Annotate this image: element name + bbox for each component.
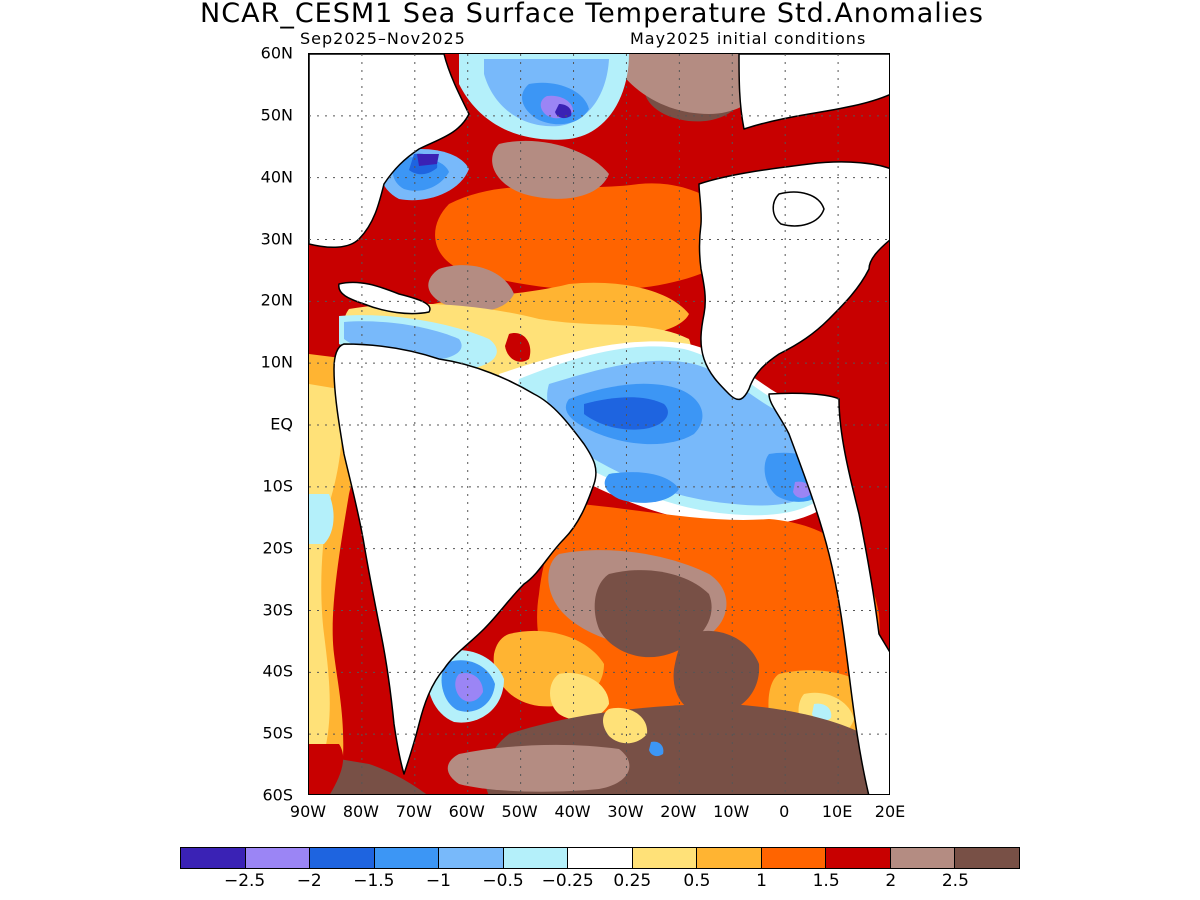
- africa-south-land: [768, 392, 889, 794]
- anomaly-region: [604, 472, 679, 503]
- latitude-label: 50N: [260, 105, 293, 125]
- longitude-label: 30W: [607, 802, 644, 821]
- anomaly-region: [812, 703, 832, 722]
- colorbar-swatch: [310, 848, 375, 868]
- anomaly-region: [555, 104, 572, 119]
- colorbar-swatch: [374, 848, 440, 868]
- latitude-label: 20N: [260, 290, 293, 310]
- colorbar-swatch: [439, 848, 504, 868]
- longitude-label: 50W: [501, 802, 538, 821]
- colorbar-label: 0.25: [613, 871, 652, 891]
- longitude-label: 40W: [554, 802, 591, 821]
- anomaly-region: [417, 154, 439, 166]
- latitude-label: EQ: [270, 414, 293, 434]
- colorbar-swatch: [890, 848, 956, 868]
- longitude-label: 10W: [713, 802, 750, 821]
- colorbar-swatch: [955, 848, 1019, 868]
- anomaly-region: [793, 481, 812, 498]
- colorbar-label: 0.5: [683, 871, 711, 891]
- colorbar-label: 1: [756, 871, 767, 891]
- colorbar-label: 2: [885, 871, 897, 891]
- anomaly-region: [447, 744, 630, 792]
- map-panel: [308, 53, 890, 795]
- anomaly-region: [309, 744, 344, 794]
- longitude-label: 90W: [289, 802, 327, 821]
- colorbar-label: 1.5: [812, 871, 840, 891]
- colorbar-label: −1.5: [353, 871, 395, 891]
- colorbar-swatch: [568, 848, 633, 868]
- colorbar-swatch: [245, 848, 311, 868]
- latitude-label: 40S: [262, 661, 293, 681]
- north-america-land: [309, 54, 470, 249]
- colorbar-label: 2.5: [941, 871, 969, 891]
- anomaly-region: [492, 140, 609, 199]
- longitude-label: 70W: [395, 802, 432, 821]
- colorbar-label: −2.5: [223, 871, 266, 891]
- forecast-period: Sep2025–Nov2025: [300, 29, 466, 48]
- colorbar-label: −0.25: [541, 871, 594, 891]
- anomaly-region: [594, 570, 712, 658]
- longitude-label: 0: [779, 802, 790, 821]
- anomaly-region: [309, 494, 334, 544]
- latitude-label: 60S: [262, 785, 293, 805]
- anomaly-region: [584, 397, 668, 430]
- longitude-label: 20E: [874, 802, 906, 821]
- anomaly-region: [649, 741, 664, 757]
- longitude-label: 10E: [821, 802, 853, 821]
- colorbar-swatch: [181, 848, 246, 868]
- latitude-label: 20S: [262, 538, 293, 558]
- anomaly-region: [455, 672, 483, 702]
- colorbar: [180, 847, 1020, 869]
- south-america-land: [333, 343, 597, 775]
- colorbar-label: −0.5: [482, 871, 524, 891]
- latitude-label: 60N: [260, 43, 293, 63]
- colorbar-label: −1: [425, 871, 451, 891]
- gridlines: [309, 54, 889, 794]
- colorbar-swatch: [697, 848, 762, 868]
- africa-land: [698, 161, 889, 401]
- longitude-label: 20W: [660, 802, 697, 821]
- anomaly-region: [505, 333, 531, 362]
- latitude-label: 10N: [260, 352, 293, 372]
- anomaly-region: [435, 183, 749, 291]
- anomaly-region: [309, 384, 343, 754]
- anomaly-region: [428, 265, 514, 312]
- colorbar-swatch: [761, 848, 827, 868]
- colorbar-swatch: [503, 848, 569, 868]
- longitude-label: 80W: [342, 802, 379, 821]
- europe-land: [738, 54, 889, 130]
- colorbar-swatch: [632, 848, 698, 868]
- anomaly-region: [550, 673, 609, 720]
- anomaly-region: [609, 54, 771, 114]
- latitude-label: 50S: [262, 723, 293, 743]
- initial-conditions: May2025 initial conditions: [630, 29, 867, 48]
- chart-title: NCAR_CESM1 Sea Surface Temperature Std.A…: [200, 0, 984, 29]
- latitude-label: 10S: [262, 476, 293, 496]
- colorbar-swatch: [826, 848, 891, 868]
- longitude-label: 60W: [448, 802, 485, 821]
- caribbean-land: [338, 281, 431, 315]
- iberia-land: [772, 191, 825, 227]
- colorbar-label: −2: [296, 871, 322, 891]
- sst-anomaly-map: [309, 54, 889, 794]
- latitude-label: 30S: [262, 600, 293, 619]
- latitude-label: 30N: [260, 229, 293, 248]
- anomaly-region: [673, 630, 760, 716]
- latitude-label: 40N: [260, 167, 293, 187]
